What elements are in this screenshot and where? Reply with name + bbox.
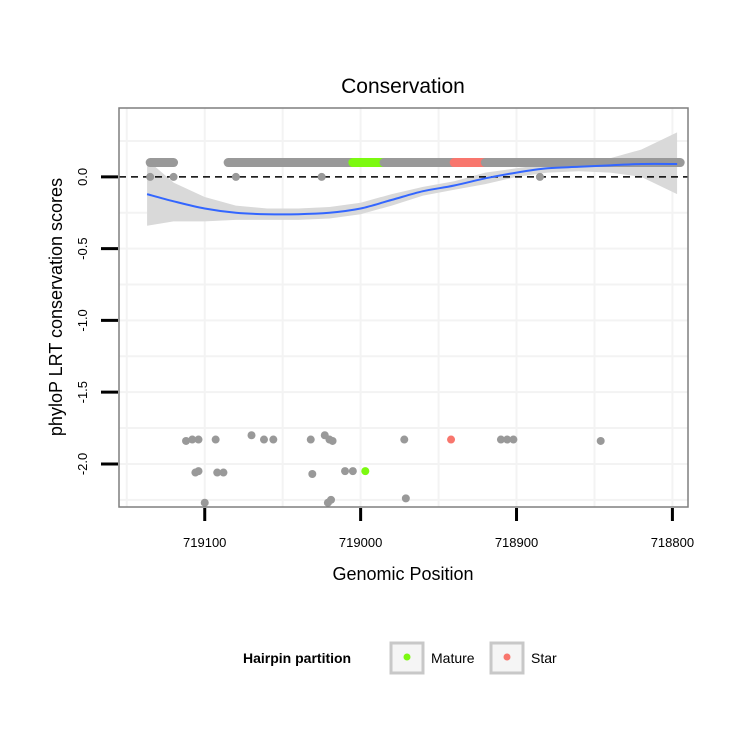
- legend-entry-star: Star: [489, 641, 557, 675]
- legend-entry-mature: Mature: [389, 641, 475, 675]
- point-other: [188, 435, 197, 444]
- legend-label-star: Star: [531, 650, 557, 666]
- y-tick-label: -1.0: [75, 309, 90, 331]
- point-other: [146, 172, 155, 181]
- point-other: [211, 435, 220, 444]
- point-other: [182, 436, 191, 445]
- plot-panel: [118, 107, 689, 508]
- y-tick-label: 0.0: [75, 168, 90, 186]
- y-axis-title: phyloP LRT conservation scores: [46, 178, 66, 436]
- legend-key-mature: [389, 641, 425, 675]
- smooth-trend-line: [146, 162, 678, 216]
- point-mature: [361, 467, 370, 476]
- point-star: [447, 435, 456, 444]
- legend-dot-star: [503, 653, 511, 661]
- x-tick-label: 719000: [339, 535, 382, 550]
- x-axis-ticks: 719100 719000 718900 718800: [183, 508, 694, 550]
- point-other: [194, 467, 203, 476]
- point-other: [269, 435, 278, 444]
- point-other: [341, 467, 350, 476]
- point-other: [317, 172, 326, 181]
- chart-title: Conservation: [341, 75, 465, 98]
- point-other: [348, 467, 357, 476]
- point-other: [401, 494, 410, 503]
- point-other: [509, 435, 518, 444]
- y-tick-label: -1.5: [75, 381, 90, 403]
- legend-title: Hairpin partition: [243, 650, 351, 666]
- point-other: [169, 172, 178, 181]
- point-other: [596, 436, 605, 445]
- point-other: [194, 435, 203, 444]
- point-other: [328, 436, 337, 445]
- point-other: [200, 498, 209, 507]
- legend: Hairpin partition Mature Star: [243, 641, 557, 675]
- y-tick-label: -0.5: [75, 237, 90, 259]
- point-other: [503, 435, 512, 444]
- y-axis-ticks: 0.0 -0.5 -1.0 -1.5 -2.0: [75, 168, 118, 475]
- x-tick-label: 719100: [183, 535, 226, 550]
- point-other: [259, 435, 268, 444]
- point-other: [535, 172, 544, 181]
- point-other: [400, 435, 409, 444]
- panel-border: [118, 107, 689, 508]
- points: [146, 172, 605, 507]
- point-other: [247, 431, 256, 440]
- point-other: [213, 468, 222, 477]
- point-other: [306, 435, 315, 444]
- point-other: [308, 469, 317, 478]
- x-axis-title: Genomic Position: [332, 564, 473, 584]
- legend-label-mature: Mature: [431, 650, 475, 666]
- y-tick-label: -2.0: [75, 453, 90, 475]
- x-tick-label: 718900: [495, 535, 538, 550]
- point-other: [327, 495, 336, 504]
- legend-dot-mature: [403, 653, 411, 661]
- point-other: [496, 435, 505, 444]
- x-tick-label: 718800: [651, 535, 694, 550]
- point-other: [231, 172, 240, 181]
- point-other: [219, 468, 228, 477]
- confidence-band: [147, 132, 678, 226]
